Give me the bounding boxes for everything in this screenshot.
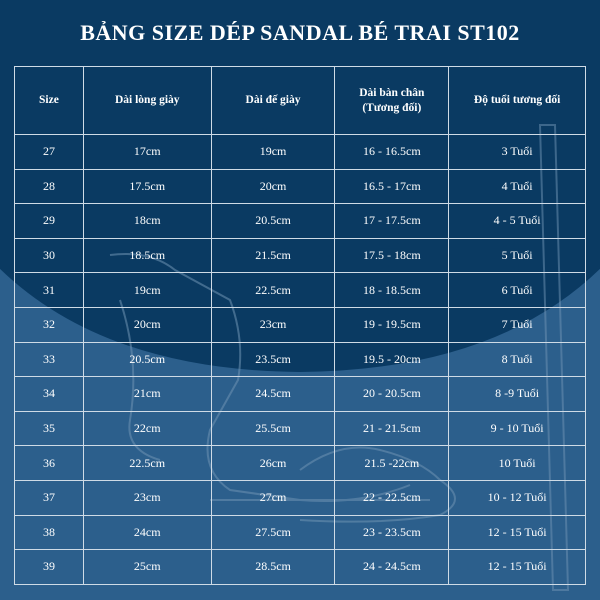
header-foot-length-line1: Dài bàn chân bbox=[359, 86, 425, 99]
cell-age: 4 Tuổi bbox=[448, 168, 586, 205]
cell-size: 39 bbox=[14, 549, 84, 585]
cell-foot: 21.5 -22cm bbox=[334, 445, 450, 481]
table-row: 34 21cm 24.5cm 20 - 20.5cm 8 -9 Tuổi bbox=[14, 376, 586, 412]
size-chart-table: Size Dài lòng giày Dài đế giày Dài bàn c… bbox=[14, 66, 586, 585]
table-body: 27 17cm 19cm 16 - 16.5cm 3 Tuổi 28 17.5c… bbox=[14, 134, 586, 585]
header-row: Size Dài lòng giày Dài đế giày Dài bàn c… bbox=[14, 66, 586, 135]
page-title: BẢNG SIZE DÉP SANDAL BÉ TRAI ST102 bbox=[80, 20, 520, 45]
cell-foot: 17.5 - 18cm bbox=[334, 237, 450, 274]
cell-age: 5 Tuổi bbox=[448, 237, 586, 274]
table-row: 31 19cm 22.5cm 18 - 18.5cm 6 Tuổi bbox=[14, 272, 586, 308]
cell-age: 6 Tuổi bbox=[448, 272, 586, 308]
cell-sole: 23.5cm bbox=[210, 341, 336, 378]
table-row: 39 25cm 28.5cm 24 - 24.5cm 12 - 15 Tuổi bbox=[14, 549, 586, 585]
table-row: 37 23cm 27cm 22 - 22.5cm 10 - 12 Tuổi bbox=[14, 479, 586, 516]
cell-foot: 24 - 24.5cm bbox=[334, 549, 450, 585]
cell-insole: 25cm bbox=[82, 549, 212, 585]
cell-insole: 17.5cm bbox=[82, 168, 212, 205]
cell-size: 32 bbox=[14, 306, 84, 343]
cell-foot: 16.5 - 17cm bbox=[334, 168, 450, 205]
cell-age: 4 - 5 Tuổi bbox=[448, 203, 586, 239]
header-insole-length: Dài lòng giày bbox=[82, 66, 212, 135]
cell-foot: 17 - 17.5cm bbox=[334, 203, 450, 239]
cell-sole: 20.5cm bbox=[210, 203, 336, 239]
cell-sole: 23cm bbox=[210, 306, 336, 343]
cell-size: 36 bbox=[14, 445, 84, 481]
cell-size: 35 bbox=[14, 410, 84, 447]
header-foot-length: Dài bàn chân (Tương đối) bbox=[334, 66, 450, 135]
table-header: Size Dài lòng giày Dài đế giày Dài bàn c… bbox=[14, 66, 586, 135]
table-row: 33 20.5cm 23.5cm 19.5 - 20cm 8 Tuổi bbox=[14, 341, 586, 378]
cell-size: 28 bbox=[14, 168, 84, 205]
table-row: 38 24cm 27.5cm 23 - 23.5cm 12 - 15 Tuổi bbox=[14, 514, 586, 551]
cell-insole: 18.5cm bbox=[82, 237, 212, 274]
header-sole-length: Dài đế giày bbox=[210, 66, 336, 135]
cell-sole: 28.5cm bbox=[210, 549, 336, 585]
cell-insole: 22.5cm bbox=[82, 445, 212, 481]
cell-insole: 23cm bbox=[82, 479, 212, 516]
cell-insole: 19cm bbox=[82, 272, 212, 308]
cell-size: 31 bbox=[14, 272, 84, 308]
header-size: Size bbox=[14, 66, 84, 135]
table-row: 32 20cm 23cm 19 - 19.5cm 7 Tuổi bbox=[14, 306, 586, 343]
cell-age: 3 Tuổi bbox=[448, 134, 586, 170]
cell-age: 7 Tuổi bbox=[448, 306, 586, 343]
cell-insole: 21cm bbox=[82, 376, 212, 412]
cell-age: 9 - 10 Tuổi bbox=[448, 410, 586, 447]
cell-age: 12 - 15 Tuổi bbox=[448, 549, 586, 585]
header-age: Độ tuổi tương đối bbox=[448, 66, 586, 135]
cell-size: 33 bbox=[14, 341, 84, 378]
cell-age: 12 - 15 Tuổi bbox=[448, 514, 586, 551]
cell-sole: 22.5cm bbox=[210, 272, 336, 308]
cell-sole: 27.5cm bbox=[210, 514, 336, 551]
cell-sole: 27cm bbox=[210, 479, 336, 516]
cell-sole: 26cm bbox=[210, 445, 336, 481]
cell-age: 10 - 12 Tuổi bbox=[448, 479, 586, 516]
table-row: 29 18cm 20.5cm 17 - 17.5cm 4 - 5 Tuổi bbox=[14, 203, 586, 239]
cell-foot: 20 - 20.5cm bbox=[334, 376, 450, 412]
cell-insole: 20cm bbox=[82, 306, 212, 343]
cell-foot: 16 - 16.5cm bbox=[334, 134, 450, 170]
cell-foot: 22 - 22.5cm bbox=[334, 479, 450, 516]
cell-foot: 23 - 23.5cm bbox=[334, 514, 450, 551]
cell-insole: 24cm bbox=[82, 514, 212, 551]
cell-size: 34 bbox=[14, 376, 84, 412]
cell-insole: 17cm bbox=[82, 134, 212, 170]
cell-size: 30 bbox=[14, 237, 84, 274]
cell-foot: 21 - 21.5cm bbox=[334, 410, 450, 447]
cell-foot: 18 - 18.5cm bbox=[334, 272, 450, 308]
cell-foot: 19 - 19.5cm bbox=[334, 306, 450, 343]
cell-sole: 24.5cm bbox=[210, 376, 336, 412]
cell-foot: 19.5 - 20cm bbox=[334, 341, 450, 378]
cell-size: 27 bbox=[14, 134, 84, 170]
cell-size: 29 bbox=[14, 203, 84, 239]
header-foot-length-line2: (Tương đối) bbox=[362, 101, 422, 114]
cell-age: 8 -9 Tuổi bbox=[448, 376, 586, 412]
table-row: 36 22.5cm 26cm 21.5 -22cm 10 Tuổi bbox=[14, 445, 586, 481]
cell-sole: 19cm bbox=[210, 134, 336, 170]
cell-insole: 20.5cm bbox=[82, 341, 212, 378]
table-row: 30 18.5cm 21.5cm 17.5 - 18cm 5 Tuổi bbox=[14, 237, 586, 274]
table-row: 35 22cm 25.5cm 21 - 21.5cm 9 - 10 Tuổi bbox=[14, 410, 586, 447]
cell-insole: 22cm bbox=[82, 410, 212, 447]
cell-age: 10 Tuổi bbox=[448, 445, 586, 481]
table-row: 27 17cm 19cm 16 - 16.5cm 3 Tuổi bbox=[14, 134, 586, 170]
cell-sole: 21.5cm bbox=[210, 237, 336, 274]
cell-insole: 18cm bbox=[82, 203, 212, 239]
cell-size: 38 bbox=[14, 514, 84, 551]
cell-age: 8 Tuổi bbox=[448, 341, 586, 378]
cell-sole: 20cm bbox=[210, 168, 336, 205]
table-row: 28 17.5cm 20cm 16.5 - 17cm 4 Tuổi bbox=[14, 168, 586, 205]
cell-size: 37 bbox=[14, 479, 84, 516]
cell-sole: 25.5cm bbox=[210, 410, 336, 447]
